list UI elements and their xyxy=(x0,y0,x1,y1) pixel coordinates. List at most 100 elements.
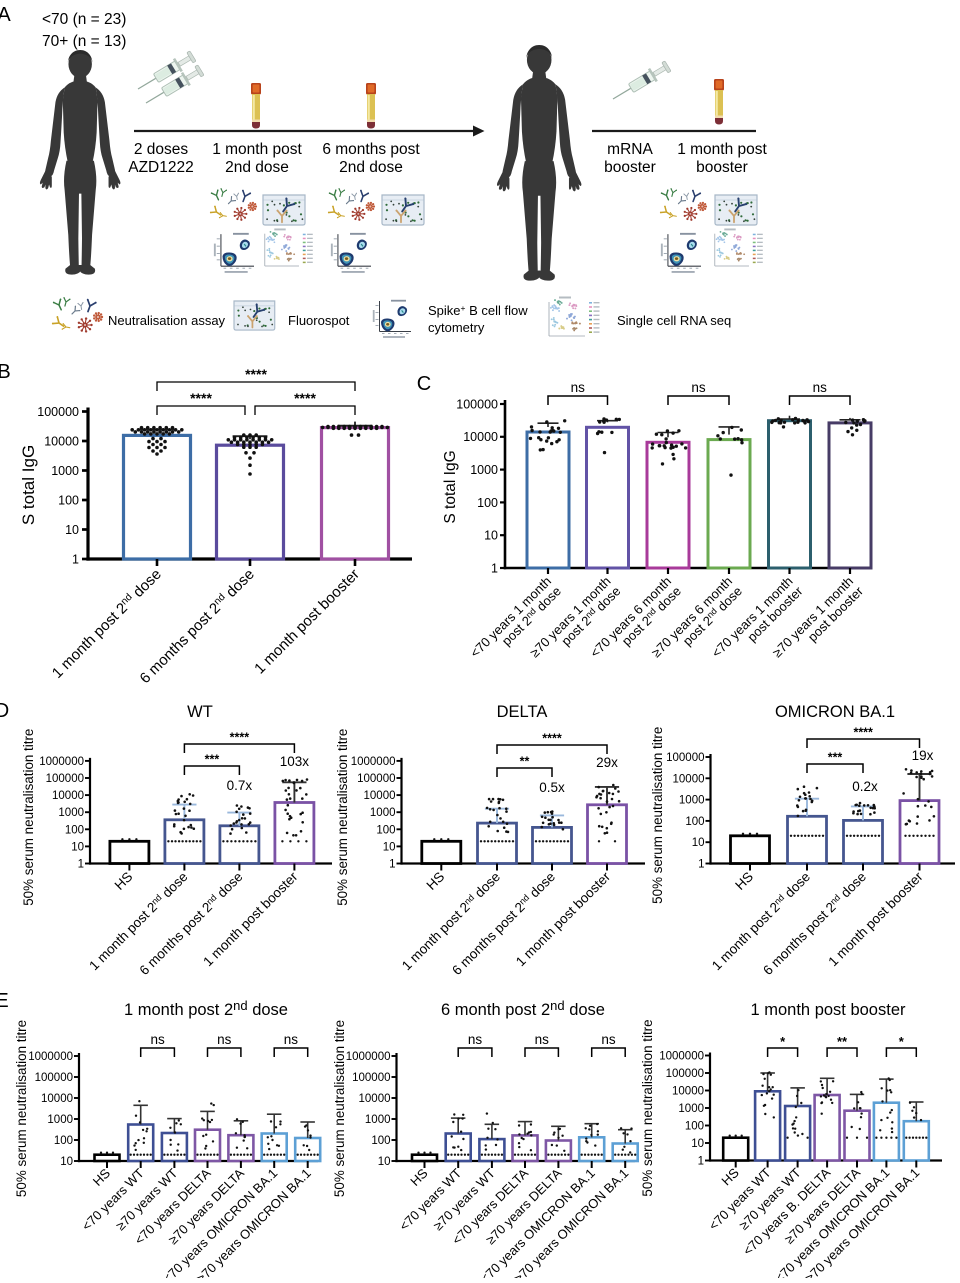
svg-text:100000: 100000 xyxy=(35,1072,73,1084)
svg-text:****: **** xyxy=(542,732,562,746)
svg-text:ns: ns xyxy=(571,380,586,395)
svg-text:1000: 1000 xyxy=(47,1114,73,1126)
svg-text:0.7x: 0.7x xyxy=(227,778,253,793)
svg-text:2nd dose: 2nd dose xyxy=(225,159,289,176)
svg-text:10: 10 xyxy=(484,529,498,543)
svg-text:*: * xyxy=(899,1034,905,1049)
svg-text:100: 100 xyxy=(58,493,79,507)
svg-text:1: 1 xyxy=(389,859,395,871)
svg-text:10000: 10000 xyxy=(41,1093,73,1105)
svg-text:1 month post booster: 1 month post booster xyxy=(750,1001,906,1019)
svg-text:1000000: 1000000 xyxy=(28,1051,73,1063)
svg-text:1000: 1000 xyxy=(58,807,84,819)
svg-text:****: **** xyxy=(190,390,212,406)
svg-text:1000: 1000 xyxy=(365,1114,391,1126)
svg-text:1000000: 1000000 xyxy=(39,756,84,768)
svg-text:100000: 100000 xyxy=(357,773,395,785)
svg-text:10: 10 xyxy=(383,841,396,853)
svg-text:cytometry: cytometry xyxy=(428,320,485,335)
svg-text:50% serum neutralisation titre: 50% serum neutralisation titre xyxy=(14,1020,29,1197)
svg-text:**: ** xyxy=(837,1034,848,1049)
svg-text:1: 1 xyxy=(78,859,84,871)
svg-text:70+ (n = 13): 70+ (n = 13) xyxy=(42,33,126,50)
svg-text:10: 10 xyxy=(691,1138,704,1150)
svg-text:booster: booster xyxy=(604,159,656,176)
svg-text:1000: 1000 xyxy=(370,807,396,819)
svg-text:100000: 100000 xyxy=(666,752,704,764)
svg-text:1000000: 1000000 xyxy=(346,1051,391,1063)
svg-text:100: 100 xyxy=(371,1135,390,1147)
svg-text:1000000: 1000000 xyxy=(659,1051,704,1063)
svg-text:C: C xyxy=(417,373,431,395)
svg-text:10000: 10000 xyxy=(672,1086,704,1098)
svg-text:D: D xyxy=(0,700,9,722)
svg-text:S total IgG: S total IgG xyxy=(442,450,459,523)
svg-text:2nd dose: 2nd dose xyxy=(339,159,403,176)
svg-text:****: **** xyxy=(230,731,250,745)
svg-text:ns: ns xyxy=(813,380,828,395)
svg-text:***: *** xyxy=(205,753,220,767)
svg-text:1000: 1000 xyxy=(678,1103,704,1115)
svg-text:10000: 10000 xyxy=(364,790,396,802)
svg-text:1000: 1000 xyxy=(679,795,705,807)
svg-text:6 month post 2nd dose: 6 month post 2nd dose xyxy=(441,998,605,1019)
svg-text:100000: 100000 xyxy=(456,397,498,411)
svg-text:OMICRON BA.1: OMICRON BA.1 xyxy=(775,703,895,721)
svg-text:ns: ns xyxy=(601,1032,616,1047)
svg-text:S total IgG: S total IgG xyxy=(19,445,38,525)
svg-text:ns: ns xyxy=(217,1032,232,1047)
svg-text:100000: 100000 xyxy=(666,1068,704,1080)
svg-text:100: 100 xyxy=(685,1121,704,1133)
svg-text:Neutralisation assay: Neutralisation assay xyxy=(108,313,226,328)
svg-text:100: 100 xyxy=(376,824,395,836)
svg-text:ns: ns xyxy=(284,1032,299,1047)
svg-text:ns: ns xyxy=(150,1032,165,1047)
svg-text:100: 100 xyxy=(685,816,704,828)
svg-text:1000: 1000 xyxy=(51,464,79,478)
svg-text:100: 100 xyxy=(65,824,84,836)
svg-text:*: * xyxy=(780,1034,786,1049)
svg-text:10000: 10000 xyxy=(359,1093,391,1105)
svg-text:***: *** xyxy=(828,751,843,765)
svg-text:10: 10 xyxy=(692,837,705,849)
svg-text:2 doses: 2 doses xyxy=(134,141,189,158)
svg-text:10: 10 xyxy=(60,1156,73,1168)
svg-text:**: ** xyxy=(520,755,530,769)
svg-text:booster: booster xyxy=(696,159,748,176)
svg-text:0.5x: 0.5x xyxy=(539,780,565,795)
svg-text:100000: 100000 xyxy=(46,773,84,785)
svg-text:B: B xyxy=(0,361,11,383)
svg-text:100000: 100000 xyxy=(352,1072,390,1084)
svg-text:0.2x: 0.2x xyxy=(852,779,878,794)
svg-text:50% serum neutralisation titre: 50% serum neutralisation titre xyxy=(335,729,350,906)
svg-text:10: 10 xyxy=(65,523,79,537)
svg-text:50% serum neutralisation titre: 50% serum neutralisation titre xyxy=(640,1019,655,1196)
svg-text:10000: 10000 xyxy=(673,773,705,785)
svg-text:ns: ns xyxy=(468,1032,483,1047)
svg-text:1000: 1000 xyxy=(470,463,498,477)
svg-text:1 month post: 1 month post xyxy=(212,141,302,158)
svg-text:103x: 103x xyxy=(280,754,310,769)
svg-text:ns: ns xyxy=(535,1032,550,1047)
svg-text:50% serum neutralisation titre: 50% serum neutralisation titre xyxy=(21,729,36,906)
svg-text:1 month post: 1 month post xyxy=(677,141,767,158)
svg-text:AZD1222: AZD1222 xyxy=(128,159,193,176)
svg-text:Spike+ B cell flow: Spike+ B cell flow xyxy=(428,303,528,318)
svg-text:10000: 10000 xyxy=(52,790,84,802)
svg-text:100: 100 xyxy=(477,496,498,510)
svg-text:DELTA: DELTA xyxy=(497,703,548,721)
svg-text:1: 1 xyxy=(698,1156,704,1168)
svg-text:WT: WT xyxy=(187,703,213,721)
svg-text:1: 1 xyxy=(491,561,498,575)
svg-text:1000000: 1000000 xyxy=(351,756,396,768)
svg-text:29x: 29x xyxy=(596,755,618,770)
svg-text:1: 1 xyxy=(72,552,79,566)
svg-text:E: E xyxy=(0,990,9,1012)
svg-text:1 month post 2nd dose: 1 month post 2nd dose xyxy=(124,998,288,1019)
svg-text:10: 10 xyxy=(378,1156,391,1168)
svg-text:A: A xyxy=(0,4,11,26)
svg-text:50% serum neutralisation titre: 50% serum neutralisation titre xyxy=(332,1020,347,1197)
svg-text:<70 (n = 23): <70 (n = 23) xyxy=(42,11,126,28)
svg-text:100000: 100000 xyxy=(37,405,79,419)
svg-text:19x: 19x xyxy=(912,748,934,763)
